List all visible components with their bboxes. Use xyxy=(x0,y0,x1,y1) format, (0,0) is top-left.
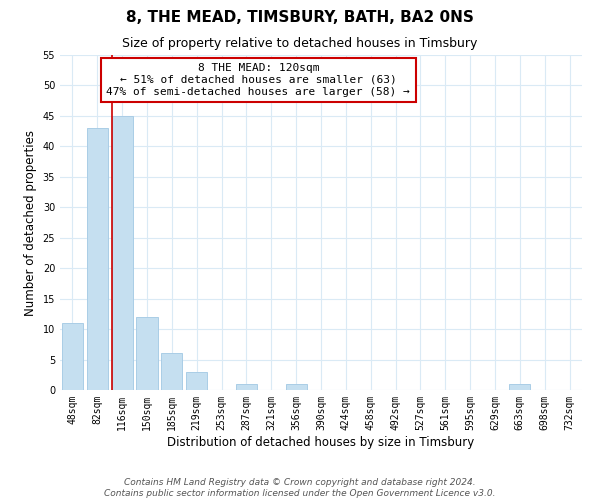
Bar xyxy=(136,317,158,390)
Y-axis label: Number of detached properties: Number of detached properties xyxy=(24,130,37,316)
Bar xyxy=(286,384,307,390)
Bar xyxy=(186,372,207,390)
Text: Contains HM Land Registry data © Crown copyright and database right 2024.
Contai: Contains HM Land Registry data © Crown c… xyxy=(104,478,496,498)
Bar xyxy=(509,384,530,390)
Bar xyxy=(62,323,83,390)
Bar xyxy=(236,384,257,390)
X-axis label: Distribution of detached houses by size in Timsbury: Distribution of detached houses by size … xyxy=(167,436,475,448)
Text: 8 THE MEAD: 120sqm
← 51% of detached houses are smaller (63)
47% of semi-detache: 8 THE MEAD: 120sqm ← 51% of detached hou… xyxy=(106,64,410,96)
Bar xyxy=(161,354,182,390)
Text: 8, THE MEAD, TIMSBURY, BATH, BA2 0NS: 8, THE MEAD, TIMSBURY, BATH, BA2 0NS xyxy=(126,10,474,25)
Bar xyxy=(112,116,133,390)
Text: Size of property relative to detached houses in Timsbury: Size of property relative to detached ho… xyxy=(122,38,478,51)
Bar xyxy=(87,128,108,390)
